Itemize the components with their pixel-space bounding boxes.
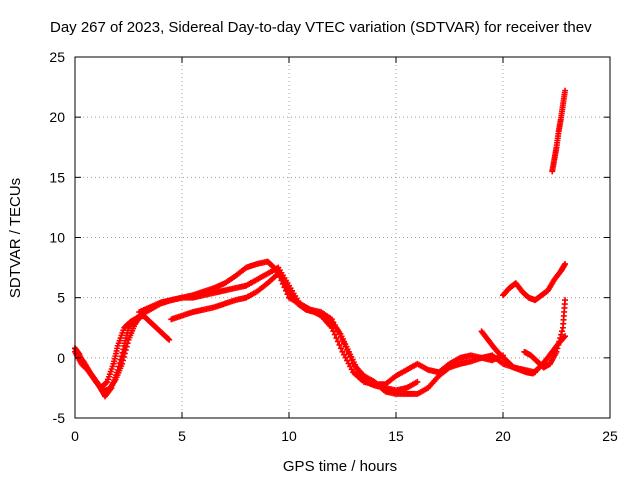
data-point-marker <box>562 333 569 340</box>
x-tick-label: 10 <box>281 428 297 444</box>
data-point-marker <box>557 335 564 342</box>
data-point-marker <box>562 260 569 267</box>
data-point-marker <box>555 341 562 348</box>
x-tick-label: 0 <box>71 428 79 444</box>
data-point-marker <box>165 335 172 342</box>
y-tick-label: 15 <box>49 169 65 185</box>
data-point-marker <box>120 353 127 360</box>
data-point-marker <box>282 287 289 294</box>
data-point-marker <box>341 340 348 347</box>
series-track-10 <box>549 87 569 175</box>
data-point-marker <box>342 343 349 350</box>
data-point-marker <box>276 274 283 281</box>
y-tick-label: 25 <box>49 49 65 65</box>
data-point-marker <box>333 335 340 342</box>
data-point-marker <box>561 334 568 341</box>
data-point-marker <box>562 87 569 94</box>
chart-title: Day 267 of 2023, Sidereal Day-to-day VTE… <box>50 19 592 36</box>
series-track-6 <box>168 270 539 397</box>
x-tick-label: 20 <box>495 428 511 444</box>
x-tick-label: 5 <box>178 428 186 444</box>
x-axis-ticks: 0 5 10 15 20 25 <box>71 57 618 444</box>
x-tick-label: 25 <box>602 428 618 444</box>
y-tick-label: 0 <box>57 350 65 366</box>
y-axis-ticks: -5 0 5 10 15 20 25 <box>49 49 610 426</box>
data-point-marker <box>559 328 566 335</box>
data-point-marker <box>279 280 286 287</box>
data-point-marker <box>339 336 346 343</box>
data-point-marker <box>348 357 355 364</box>
series-track-9 <box>500 260 569 304</box>
data-point-marker <box>337 345 344 352</box>
data-point-marker <box>284 291 291 298</box>
data-point-marker <box>336 341 343 348</box>
data-point-marker <box>123 343 130 350</box>
data-point-marker <box>334 338 341 345</box>
data-series <box>72 87 569 400</box>
data-point-marker <box>558 331 565 338</box>
x-tick-label: 15 <box>388 428 404 444</box>
data-point-marker <box>414 378 421 385</box>
data-point-marker <box>119 360 126 367</box>
data-point-marker <box>345 350 352 357</box>
data-point-marker <box>166 336 173 343</box>
data-point-marker <box>562 297 569 304</box>
data-point-marker <box>122 347 129 354</box>
data-point-marker <box>124 340 131 347</box>
series-track-7 <box>478 328 569 377</box>
y-tick-label: 10 <box>49 230 65 246</box>
data-point-marker <box>103 379 110 386</box>
x-axis-label: GPS time / hours <box>283 458 397 475</box>
grid-lines <box>75 57 610 418</box>
data-point-marker <box>344 347 351 354</box>
data-point-marker <box>281 284 288 291</box>
y-tick-label: 20 <box>49 109 65 125</box>
data-point-marker <box>347 353 354 360</box>
series-track-8 <box>521 297 569 371</box>
data-point-marker <box>121 350 128 357</box>
series-track-3 <box>74 306 151 395</box>
data-point-marker <box>278 277 285 284</box>
data-point-marker <box>554 345 561 352</box>
y-tick-label: -5 <box>53 410 66 426</box>
y-tick-label: 5 <box>57 290 65 306</box>
data-point-marker <box>275 270 282 277</box>
data-point-marker <box>553 348 560 355</box>
y-axis-label: SDTVAR / TECUs <box>7 178 24 298</box>
data-point-marker <box>119 357 126 364</box>
data-point-marker <box>556 338 563 345</box>
